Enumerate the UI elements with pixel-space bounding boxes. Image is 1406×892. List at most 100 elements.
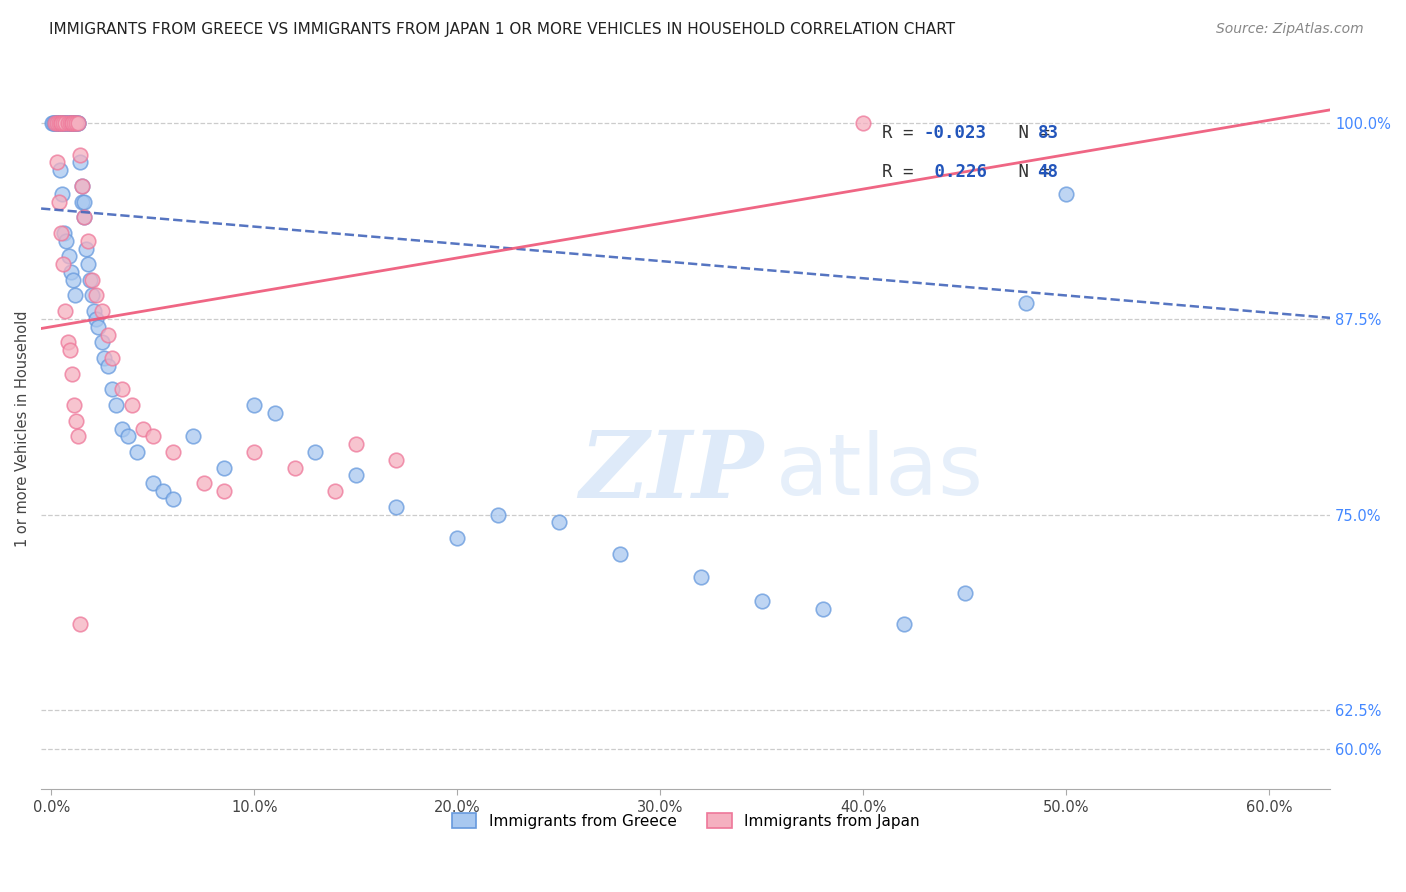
Point: [344, 468, 367, 483]
Point: [75, 242, 97, 256]
Point: [44, 116, 66, 130]
Point: [80, 288, 103, 302]
Point: [51, 186, 73, 201]
Point: [70, 194, 93, 209]
Point: [58, 116, 80, 130]
Point: [690, 570, 713, 584]
Point: [51, 116, 73, 130]
Point: [111, 421, 134, 435]
Point: [42, 116, 65, 130]
Point: [117, 429, 139, 443]
Text: R =: R =: [882, 163, 934, 181]
Point: [56, 116, 79, 130]
Point: [953, 586, 976, 600]
Point: [58, 116, 80, 130]
Point: [547, 516, 569, 530]
Point: [152, 484, 174, 499]
Point: [51, 226, 73, 240]
Point: [58, 116, 80, 130]
Point: [52, 116, 75, 130]
Point: [84, 288, 107, 302]
Text: N =: N =: [987, 124, 1060, 142]
Point: [243, 398, 266, 412]
Point: [101, 351, 124, 365]
Point: [44, 116, 66, 130]
Point: [97, 327, 120, 342]
Point: [63, 288, 86, 302]
Text: ZIP: ZIP: [579, 426, 763, 516]
Point: [385, 453, 408, 467]
Point: [304, 445, 326, 459]
Point: [69, 147, 91, 161]
Text: 83: 83: [1038, 124, 1059, 142]
Point: [51, 116, 73, 130]
Point: [65, 116, 87, 130]
Point: [1054, 186, 1077, 201]
Point: [73, 211, 96, 225]
Point: [70, 178, 93, 193]
Point: [852, 116, 875, 130]
Text: N =: N =: [987, 163, 1060, 181]
Point: [48, 116, 70, 130]
Point: [65, 116, 87, 130]
Point: [41, 116, 63, 130]
Point: [325, 484, 347, 499]
Point: [76, 257, 98, 271]
Point: [385, 500, 408, 514]
Point: [55, 234, 77, 248]
Point: [45, 116, 67, 130]
Point: [131, 421, 153, 435]
Point: [142, 429, 165, 443]
Point: [284, 460, 307, 475]
Point: [58, 249, 80, 263]
Point: [73, 194, 96, 209]
Point: [83, 304, 105, 318]
Point: [51, 116, 73, 130]
Point: [751, 593, 773, 607]
Point: [893, 617, 915, 632]
Point: [212, 484, 235, 499]
Point: [101, 383, 124, 397]
Point: [193, 476, 215, 491]
Point: [212, 460, 235, 475]
Point: [142, 476, 165, 491]
Point: [65, 116, 87, 130]
Point: [76, 234, 98, 248]
Point: [66, 116, 89, 130]
Point: [162, 445, 184, 459]
Point: [93, 351, 115, 365]
Point: [60, 367, 83, 381]
Point: [44, 116, 66, 130]
Point: [121, 398, 143, 412]
Point: [344, 437, 367, 451]
Point: [46, 116, 69, 130]
Point: [62, 116, 84, 130]
Text: R =: R =: [882, 124, 924, 142]
Point: [55, 116, 77, 130]
Point: [79, 273, 101, 287]
Point: [65, 414, 87, 428]
Point: [51, 116, 73, 130]
Point: [91, 304, 114, 318]
Point: [51, 116, 73, 130]
Point: [183, 429, 205, 443]
Point: [73, 211, 96, 225]
Point: [48, 116, 70, 130]
Point: [263, 406, 285, 420]
Y-axis label: 1 or more Vehicles in Household: 1 or more Vehicles in Household: [15, 310, 30, 547]
Point: [56, 116, 79, 130]
Text: Source: ZipAtlas.com: Source: ZipAtlas.com: [1216, 22, 1364, 37]
Text: -0.023: -0.023: [924, 124, 987, 142]
Point: [56, 116, 79, 130]
Point: [52, 116, 75, 130]
Point: [56, 116, 79, 130]
Point: [97, 359, 120, 373]
Point: [49, 163, 72, 178]
Point: [62, 273, 84, 287]
Point: [55, 116, 77, 130]
Point: [62, 116, 84, 130]
Point: [59, 265, 82, 279]
Point: [69, 617, 91, 632]
Point: [66, 429, 89, 443]
Point: [60, 116, 83, 130]
